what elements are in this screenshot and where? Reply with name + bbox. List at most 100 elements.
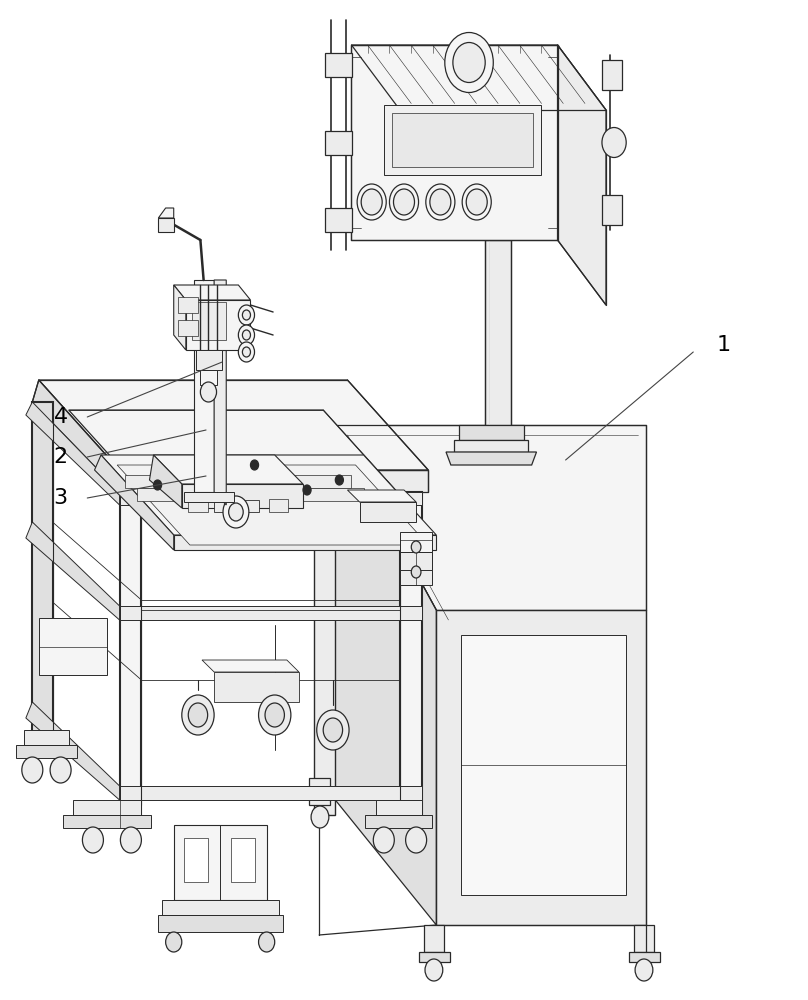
Polygon shape — [325, 208, 352, 232]
Circle shape — [406, 827, 427, 853]
Polygon shape — [424, 925, 444, 952]
Polygon shape — [162, 900, 279, 915]
Polygon shape — [347, 490, 416, 502]
Polygon shape — [351, 45, 606, 110]
Polygon shape — [436, 610, 646, 925]
Polygon shape — [69, 410, 400, 495]
Polygon shape — [360, 502, 416, 522]
Polygon shape — [400, 492, 422, 815]
Circle shape — [635, 959, 653, 981]
Polygon shape — [602, 60, 622, 90]
Circle shape — [50, 757, 71, 783]
Text: 3: 3 — [53, 488, 68, 508]
Circle shape — [373, 827, 394, 853]
Polygon shape — [400, 565, 432, 585]
Polygon shape — [174, 535, 436, 550]
Polygon shape — [63, 815, 151, 828]
Polygon shape — [101, 455, 436, 535]
Polygon shape — [39, 380, 428, 470]
Polygon shape — [145, 495, 400, 510]
Polygon shape — [400, 540, 432, 565]
Polygon shape — [158, 208, 174, 218]
Polygon shape — [400, 552, 432, 570]
Circle shape — [223, 496, 249, 528]
Polygon shape — [188, 499, 208, 512]
Circle shape — [361, 189, 382, 215]
Polygon shape — [196, 350, 222, 370]
Polygon shape — [314, 492, 335, 815]
Polygon shape — [194, 280, 214, 492]
Polygon shape — [231, 838, 255, 882]
Polygon shape — [309, 778, 330, 805]
Text: 1: 1 — [716, 335, 730, 355]
Polygon shape — [137, 488, 364, 501]
Polygon shape — [95, 455, 174, 550]
Polygon shape — [202, 660, 299, 672]
Polygon shape — [73, 800, 141, 815]
Polygon shape — [174, 285, 250, 300]
Polygon shape — [120, 786, 422, 800]
Circle shape — [393, 189, 415, 215]
Circle shape — [238, 325, 255, 345]
Circle shape — [229, 503, 243, 521]
Circle shape — [242, 330, 250, 340]
Polygon shape — [319, 425, 436, 925]
Polygon shape — [32, 402, 53, 732]
Circle shape — [357, 184, 386, 220]
Circle shape — [22, 757, 43, 783]
Polygon shape — [454, 440, 528, 452]
Polygon shape — [32, 380, 120, 492]
Circle shape — [238, 305, 255, 325]
Polygon shape — [125, 475, 351, 488]
Polygon shape — [120, 470, 428, 492]
Polygon shape — [178, 297, 198, 313]
Polygon shape — [184, 492, 234, 502]
Circle shape — [259, 932, 275, 952]
Circle shape — [182, 695, 214, 735]
Circle shape — [188, 703, 208, 727]
Circle shape — [311, 806, 329, 828]
Polygon shape — [634, 925, 654, 952]
Polygon shape — [117, 465, 428, 545]
Polygon shape — [269, 499, 288, 512]
Circle shape — [242, 347, 250, 357]
Polygon shape — [335, 425, 646, 610]
Polygon shape — [214, 500, 259, 512]
Polygon shape — [400, 532, 432, 552]
Circle shape — [425, 959, 443, 981]
Polygon shape — [461, 635, 626, 895]
Polygon shape — [629, 952, 660, 962]
Polygon shape — [365, 815, 432, 828]
Polygon shape — [376, 800, 422, 815]
Polygon shape — [26, 402, 120, 505]
Circle shape — [426, 184, 455, 220]
Polygon shape — [120, 606, 422, 620]
Polygon shape — [602, 195, 622, 225]
Polygon shape — [446, 452, 537, 465]
Circle shape — [82, 827, 103, 853]
Circle shape — [250, 460, 259, 470]
Polygon shape — [392, 113, 533, 167]
Polygon shape — [214, 672, 299, 702]
Circle shape — [166, 932, 182, 952]
Polygon shape — [182, 484, 303, 508]
Polygon shape — [120, 492, 422, 505]
Circle shape — [323, 718, 343, 742]
Circle shape — [430, 189, 451, 215]
Circle shape — [303, 485, 311, 495]
Polygon shape — [154, 455, 303, 484]
Circle shape — [389, 184, 419, 220]
Polygon shape — [384, 105, 541, 175]
Circle shape — [200, 382, 217, 402]
Circle shape — [154, 480, 162, 490]
Polygon shape — [485, 240, 511, 425]
Circle shape — [317, 710, 349, 750]
Polygon shape — [200, 370, 217, 385]
Circle shape — [452, 42, 486, 82]
Polygon shape — [158, 218, 174, 232]
Circle shape — [259, 695, 291, 735]
Polygon shape — [39, 618, 107, 675]
Circle shape — [602, 127, 626, 157]
Circle shape — [238, 342, 255, 362]
Polygon shape — [158, 915, 283, 932]
